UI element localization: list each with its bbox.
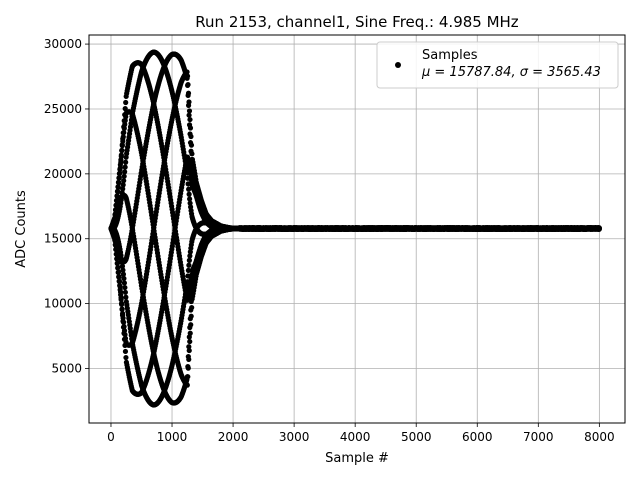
data-point [122,332,128,338]
data-point [119,263,126,269]
data-point [122,121,128,127]
data-point [119,301,125,307]
data-point [187,116,193,123]
data-point [188,322,194,328]
data-point [120,315,126,321]
data-point [123,354,129,361]
data-point [121,178,127,184]
data-point [115,184,121,190]
data-point [121,323,127,330]
data-point [188,142,195,148]
data-point [122,169,128,175]
data-point [120,319,127,325]
data-point [122,289,128,295]
data-point [116,180,122,186]
data-point [186,356,192,363]
data-point [121,275,127,282]
data-point [118,152,124,158]
data-point [116,175,122,181]
data-point [122,284,128,291]
data-point [121,173,127,179]
data-point [187,338,193,345]
data-point [187,125,194,131]
data-point [119,143,125,149]
data-point [120,271,127,277]
data-point [185,81,191,88]
data-point [120,186,126,192]
grid [89,35,625,423]
data-point [115,189,121,195]
data-point [119,147,125,153]
data-point [119,310,126,317]
data-point [123,159,129,165]
data-point [121,280,128,286]
data-point [123,294,129,300]
data-point [121,328,128,334]
data-point [184,73,191,79]
data-point [122,348,129,355]
data-point [119,306,125,312]
data-point [120,138,126,144]
data-point [117,170,123,176]
data-point [120,182,126,188]
data-point [189,304,195,311]
data-point [121,125,127,131]
data-point [185,374,191,380]
data-point [187,330,193,336]
data-point [186,347,192,354]
data-point [115,260,121,266]
data-point [120,134,126,140]
data-point [186,99,192,105]
data-point [189,151,195,157]
data-point [185,90,192,96]
data-point [186,262,192,268]
data-point [118,296,124,303]
data-point [116,278,123,285]
data-point [188,133,194,140]
data-point [116,274,122,280]
data-point [122,164,128,170]
data-point [186,257,192,263]
data-point [185,365,191,371]
data-point [123,99,129,106]
data-points [108,49,602,408]
data-point [184,382,190,388]
data-point [121,129,127,136]
data-point [116,269,122,275]
data-point [186,191,192,197]
data-point [120,267,126,273]
data-point [115,264,121,271]
data-point [186,108,193,114]
data-point [188,313,194,319]
